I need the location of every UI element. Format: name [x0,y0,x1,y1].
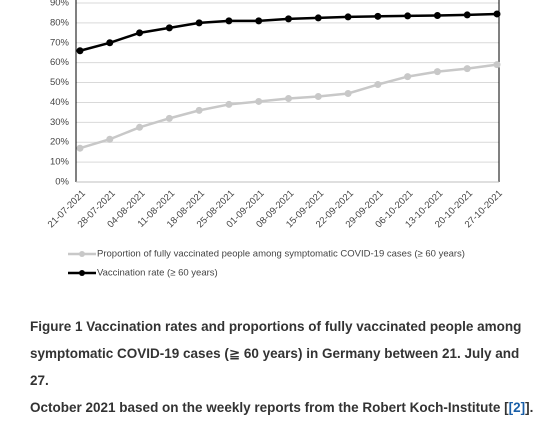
y-tick-label: 80% [50,17,70,28]
y-tick-label: 30% [50,117,70,128]
data-point [314,92,322,100]
data-point [493,10,501,18]
data-point [493,61,501,69]
data-point [195,19,203,27]
figure-caption: Figure 1 Vaccination rates and proportio… [30,313,540,421]
y-tick-label: 60% [50,57,70,68]
y-tick-label: 0% [55,177,69,188]
data-point [433,68,441,76]
data-point [463,65,471,73]
legend-marker [79,270,85,276]
data-point [76,47,84,55]
data-point [106,39,114,47]
caption-text: ]. [525,400,534,415]
data-point [225,100,233,108]
legend-marker [79,251,85,257]
data-point [165,24,173,32]
series-line [79,63,498,150]
data-point [374,12,382,20]
data-point [136,123,144,131]
data-point [433,12,441,20]
data-point [404,12,412,20]
y-tick-label: 70% [50,37,70,48]
data-point [285,15,292,23]
data-point [136,29,144,37]
data-point [344,13,352,21]
y-tick-label: 90% [50,0,70,9]
data-point [285,94,292,102]
data-point [404,73,412,81]
y-tick-label: 20% [50,137,70,148]
data-point [255,97,263,105]
caption-line: Figure 1 Vaccination rates and proportio… [30,319,522,334]
caption-text: October 2021 based on the weekly reports… [30,400,509,415]
data-point [106,135,114,143]
caption-line: symptomatic COVID-19 cases (≧ 60 years) … [30,346,520,388]
caption-line: October 2021 based on the weekly reports… [30,394,540,421]
chart: 0%10%20%30%40%50%60%70%80%90%21-07-20212… [46,0,505,279]
data-point [463,11,471,19]
data-point [76,144,84,152]
y-tick-label: 10% [50,157,70,168]
legend-label: Vaccination rate (≥ 60 years) [97,268,218,279]
data-point [195,106,203,114]
data-point [314,14,322,22]
data-point [374,81,382,89]
data-point [165,114,173,122]
y-tick-label: 50% [50,77,70,88]
page: 0% 10% 20% 30% 40% 50% 60% 70% 80% 90% 21-07-2021 2… [30,0,533,415]
reference-link[interactable]: [2] [508,400,526,415]
legend-label: Proportion of fully vaccinated people am… [97,249,465,260]
data-point [225,17,233,25]
y-tick-label: 40% [50,97,70,108]
data-point [344,89,352,97]
data-point [255,17,263,25]
